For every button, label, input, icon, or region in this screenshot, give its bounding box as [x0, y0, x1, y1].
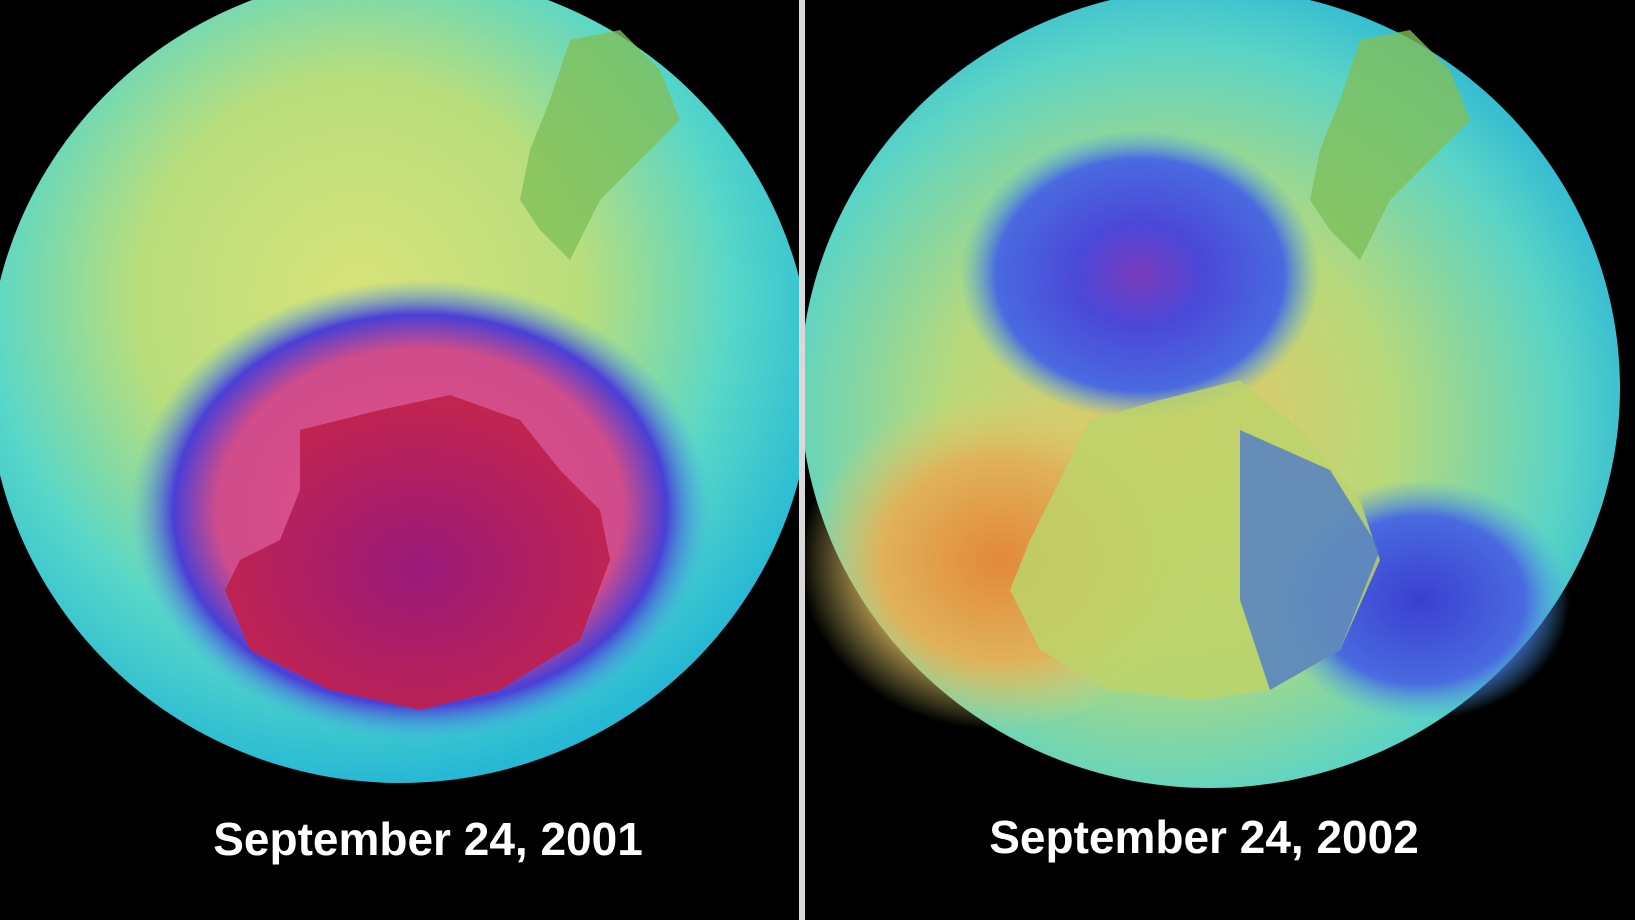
divider: [799, 0, 805, 920]
globe-2001: [0, 0, 799, 783]
caption: September 24, 2001: [213, 813, 643, 865]
caption: September 24, 2002: [989, 811, 1419, 863]
globe-2002: [805, 0, 1620, 788]
